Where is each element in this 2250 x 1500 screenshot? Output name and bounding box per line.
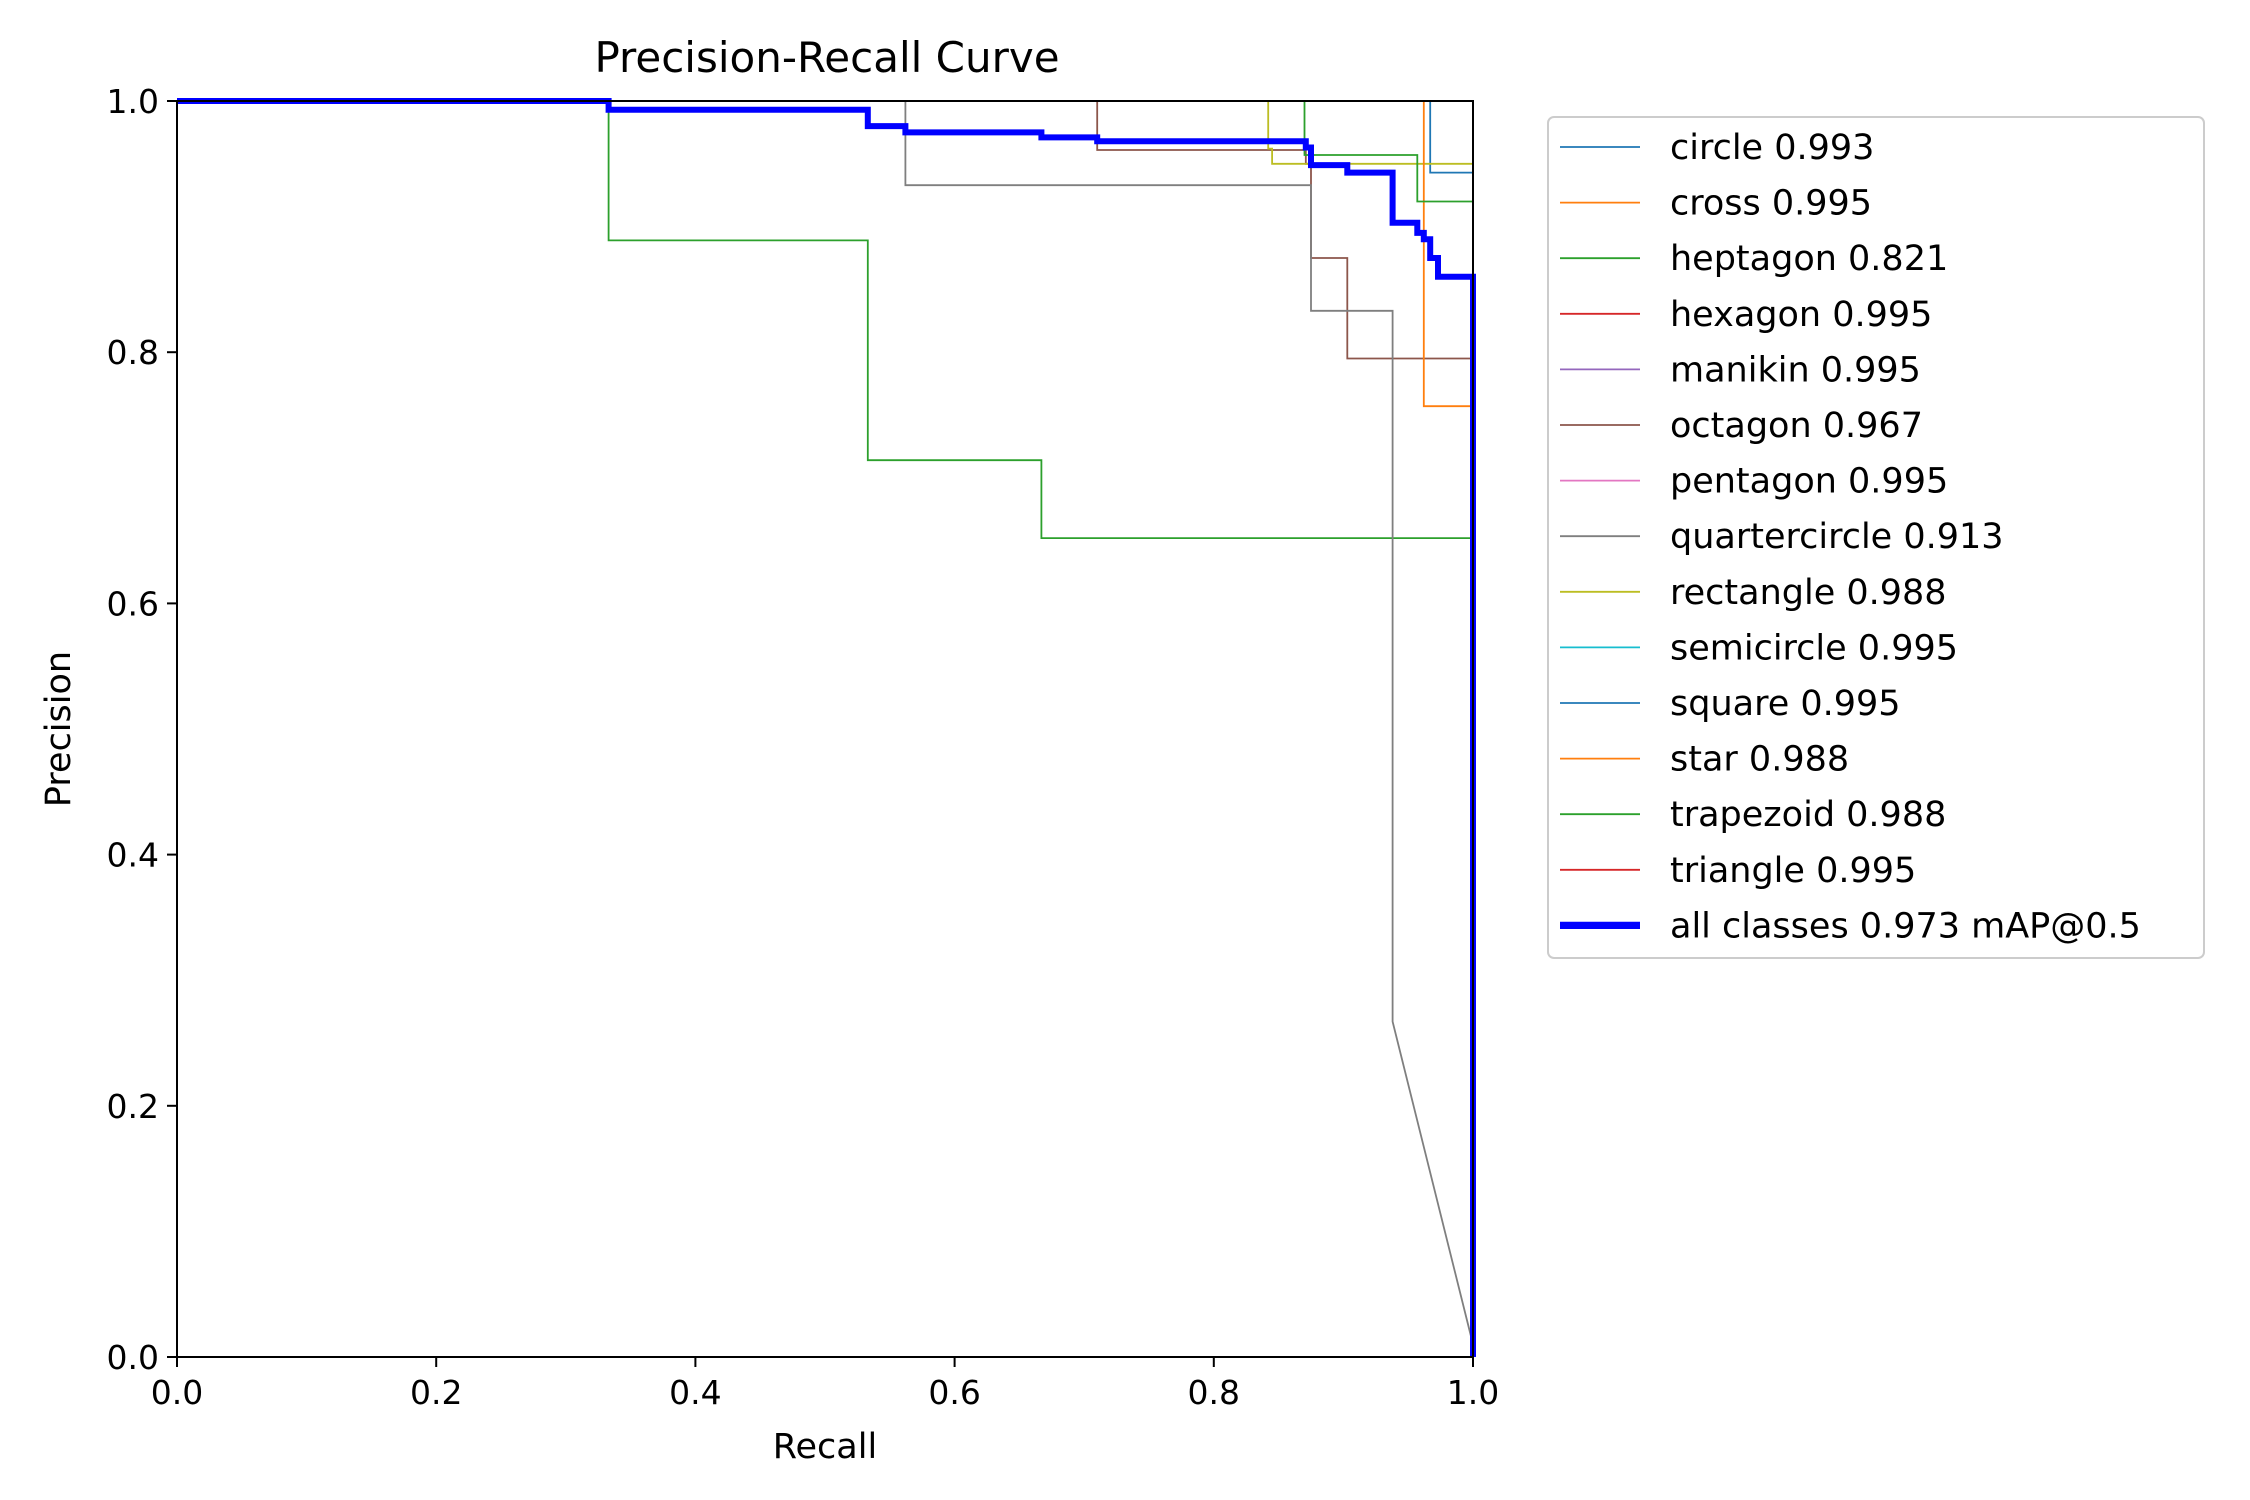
legend-label: hexagon 0.995	[1670, 295, 1932, 335]
y-tick-label: 0.6	[107, 584, 159, 623]
y-axis-label: Precision	[39, 651, 79, 807]
series-line-rectangle	[177, 100, 1474, 1357]
legend-label: manikin 0.995	[1670, 350, 1921, 390]
legend-label: circle 0.993	[1670, 128, 1874, 168]
x-tick-label: 0.8	[1188, 1373, 1240, 1412]
legend-label: star 0.988	[1670, 740, 1849, 780]
legend-item: all classes 0.973 mAP@0.5	[1560, 906, 2141, 946]
y-tick-label: 1.0	[107, 82, 159, 121]
legend-item: cross 0.995	[1560, 184, 1872, 224]
y-tick-label: 0.2	[107, 1087, 159, 1126]
series-line-all-all	[177, 98, 1476, 1357]
legend-item: pentagon 0.995	[1560, 462, 1948, 502]
y-tick-label: 0.4	[107, 836, 159, 875]
y-tick-label: 0.8	[107, 333, 159, 372]
legend-item: star 0.988	[1560, 740, 1849, 780]
series-line-quartercircle	[177, 100, 1474, 1345]
legend-label: rectangle 0.988	[1670, 573, 1947, 613]
legend: circle 0.993 cross 0.995 heptagon 0.821 hex…	[1547, 116, 2205, 959]
legend-item: trapezoid 0.988	[1560, 795, 1946, 835]
legend-item: circle 0.993	[1560, 128, 1874, 168]
legend-label: pentagon 0.995	[1670, 462, 1948, 502]
chart-title: Precision-Recall Curve	[594, 33, 1059, 82]
legend-label: heptagon 0.821	[1670, 239, 1948, 279]
plot-area	[176, 98, 1476, 1358]
legend-item: heptagon 0.821	[1560, 239, 1948, 279]
legend-label: quartercircle 0.913	[1670, 517, 2004, 557]
x-tick-label: 0.6	[928, 1373, 980, 1412]
legend-item: semicircle 0.995	[1560, 628, 1958, 668]
legend-item: octagon 0.967	[1560, 406, 1923, 446]
x-tick-label: 0.4	[669, 1373, 721, 1412]
legend-entries: circle 0.993 cross 0.995 heptagon 0.821 hex…	[1560, 128, 2141, 946]
series-line-heptagon	[177, 100, 1474, 1357]
legend-item: quartercircle 0.913	[1560, 517, 2004, 557]
legend-label: all classes 0.973 mAP@0.5	[1670, 906, 2141, 946]
legend-label: octagon 0.967	[1670, 406, 1923, 446]
x-tick-label: 0.0	[151, 1373, 203, 1412]
x-axis-label: Recall	[773, 1427, 877, 1467]
legend-item: triangle 0.995	[1560, 851, 1916, 891]
legend-frame	[1547, 116, 2205, 959]
legend-label: cross 0.995	[1670, 184, 1872, 224]
legend-label: trapezoid 0.988	[1670, 795, 1946, 835]
legend-item: square 0.995	[1560, 684, 1901, 724]
legend-item: rectangle 0.988	[1560, 573, 1947, 613]
legend-label: square 0.995	[1670, 684, 1901, 724]
y-tick-label: 0.0	[107, 1338, 159, 1377]
legend-item: manikin 0.995	[1560, 350, 1921, 390]
y-axis-ticks: 0.0 0.2 0.4 0.6 0.8 1.0	[107, 82, 177, 1377]
legend-label: triangle 0.995	[1670, 851, 1916, 891]
x-tick-label: 1.0	[1447, 1373, 1499, 1412]
plot-frame	[176, 100, 1474, 1358]
x-tick-label: 0.2	[410, 1373, 462, 1412]
legend-label: semicircle 0.995	[1670, 628, 1958, 668]
legend-item: hexagon 0.995	[1560, 295, 1932, 335]
x-axis-ticks: 0.0 0.2 0.4 0.6 0.8 1.0	[151, 1357, 1499, 1412]
